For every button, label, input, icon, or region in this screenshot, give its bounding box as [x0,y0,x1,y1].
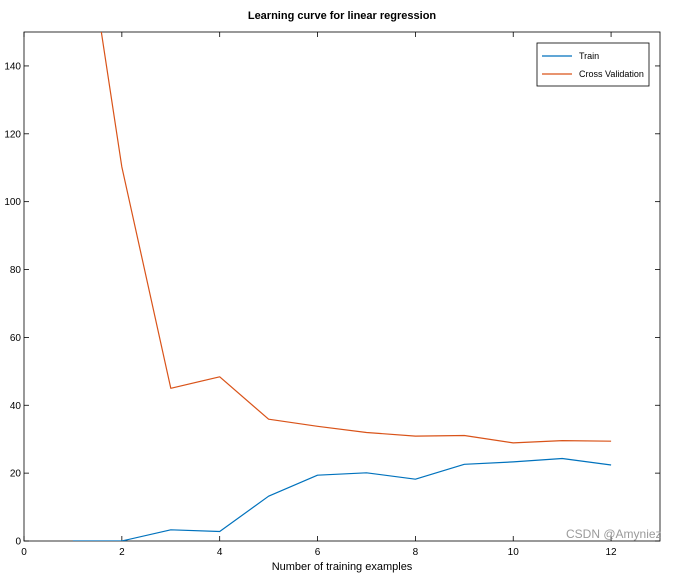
y-tick-label: 100 [4,197,21,208]
x-tick-label: 12 [606,547,618,558]
plot-area [23,31,661,542]
y-tick-label: 140 [4,61,21,72]
x-tick-label: 6 [315,547,321,558]
legend-entry: Cross Validation [579,69,644,79]
series-line-train [72,457,612,541]
legend: Train Cross Validation [536,42,650,87]
y-tick-label: 60 [10,333,22,344]
series-line-cross-validation [100,32,612,444]
x-tick-label: 10 [508,547,520,558]
x-tick-label: 4 [217,547,223,558]
watermark: CSDN @Amyniez [566,527,662,541]
chart-title: Learning curve for linear regression [248,10,437,22]
legend-entry: Train [579,51,599,61]
x-tick-label: 0 [21,547,27,558]
y-tick-label: 0 [15,537,21,548]
x-tick-label: 8 [413,547,419,558]
x-tick-label: 2 [119,547,125,558]
x-axis-label: Number of training examples [272,561,413,573]
y-tick-label: 20 [10,469,22,480]
y-tick-label: 80 [10,265,22,276]
y-tick-label: 40 [10,401,22,412]
y-tick-label: 120 [4,129,21,140]
legend-box [536,42,650,87]
